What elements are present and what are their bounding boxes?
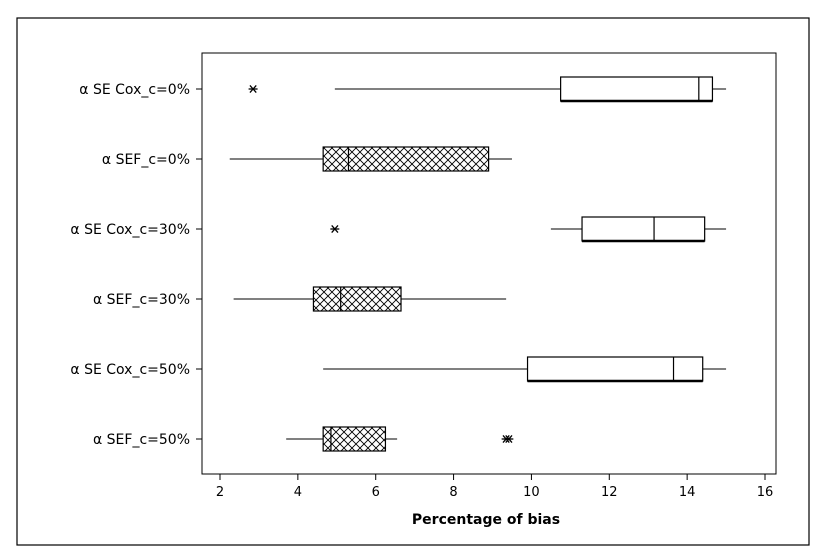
- outlier-point: [248, 84, 258, 94]
- x-tick-label: 4: [294, 485, 302, 500]
- box-series: [229, 76, 727, 452]
- plot-area: [201, 52, 777, 475]
- category-label: α SEF_c=0%: [102, 152, 190, 168]
- box-iqr: [322, 146, 490, 172]
- category-label: α SE Cox_c=50%: [70, 362, 190, 378]
- x-tick-label: 12: [601, 485, 618, 500]
- category-label: α SEF_c=50%: [93, 432, 190, 448]
- x-tick-label: 10: [523, 485, 540, 500]
- box-group: [330, 216, 727, 243]
- box-group: [323, 356, 727, 383]
- x-tick-label: 16: [757, 485, 774, 500]
- box-group: [233, 286, 507, 312]
- category-labels: α SE Cox_c=0% α SEF_c=0% α SE Cox_c=30% α S…: [70, 82, 202, 448]
- box-iqr: [312, 286, 402, 312]
- box-iqr: [581, 216, 706, 242]
- box-group: [248, 76, 727, 103]
- x-tick-label: 14: [679, 485, 696, 500]
- outlier-point: [330, 224, 340, 234]
- x-axis-title: Percentage of bias: [412, 512, 560, 528]
- box-group: [286, 426, 514, 452]
- box-group: [229, 146, 512, 172]
- x-axis: 2 4 6 8 10 12 14 16: [216, 474, 773, 500]
- box-iqr: [560, 76, 714, 102]
- box-iqr: [526, 356, 704, 382]
- category-label: α SE Cox_c=0%: [79, 82, 190, 98]
- x-tick-label: 8: [449, 485, 457, 500]
- x-tick-label: 6: [372, 485, 380, 500]
- category-label: α SEF_c=30%: [93, 292, 190, 308]
- x-tick-label: 2: [216, 485, 224, 500]
- box-iqr: [322, 426, 387, 452]
- category-label: α SE Cox_c=30%: [70, 222, 190, 238]
- outlier-point: [504, 434, 514, 444]
